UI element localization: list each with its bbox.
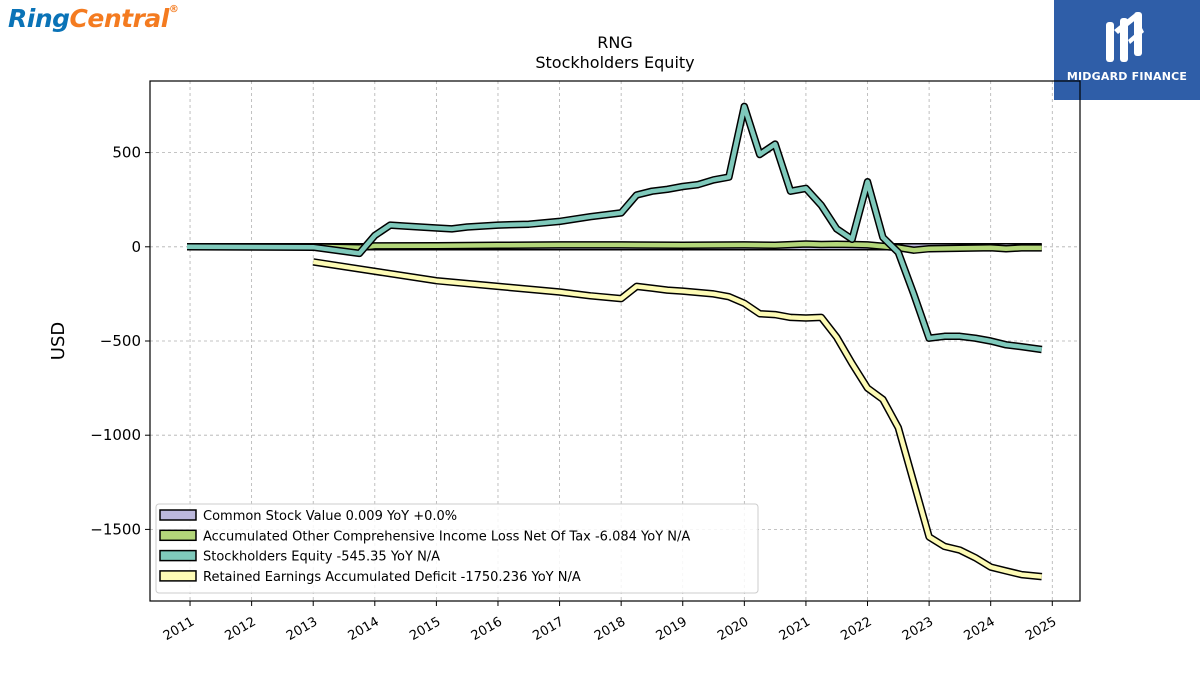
y-axis-ticks: 500 0 −500 −1000 −1500 — [90, 144, 150, 538]
x-tick-label: 2014 — [346, 614, 382, 644]
y-tick-label: −1500 — [90, 520, 141, 538]
x-tick-label: 2019 — [654, 614, 690, 644]
y-tick-label: 0 — [131, 238, 141, 256]
legend-swatch — [159, 529, 197, 542]
series-line — [186, 104, 1043, 352]
midgard-logo-icon — [1106, 12, 1144, 62]
y-axis-label: USD — [48, 322, 69, 360]
legend-box — [155, 503, 759, 594]
y-tick-label: 500 — [112, 144, 141, 162]
series-lines — [186, 102, 1043, 581]
x-tick-label: 2021 — [777, 614, 813, 644]
x-tick-label: 2015 — [407, 614, 443, 644]
legend-swatch — [159, 570, 197, 582]
x-tick-label: 2023 — [900, 614, 936, 644]
chart-title: RNG — [597, 33, 632, 52]
x-tick-label: 2022 — [838, 614, 874, 644]
series-outline — [186, 102, 1043, 354]
x-tick-label: 2024 — [962, 614, 998, 644]
chart-subtitle: Stockholders Equity — [535, 53, 694, 72]
series-line — [187, 241, 1042, 253]
x-tick-label: 2020 — [715, 614, 751, 644]
y-tick-label: −1000 — [90, 426, 141, 444]
x-tick-label: 2012 — [222, 614, 258, 644]
x-tick-label: 2017 — [530, 614, 566, 644]
y-tick-label: −500 — [100, 332, 141, 350]
x-tick-label: 2011 — [161, 614, 197, 644]
legend-label: Common Stock Value 0.009 YoY +0.0% — [203, 509, 457, 524]
midgard-finance-text: MIDGARD FINANCE — [1066, 70, 1188, 83]
legend-label: Accumulated Other Comprehensive Income L… — [203, 529, 690, 544]
series-line — [312, 259, 1043, 579]
midgard-finance-watermark: MIDGARD FINANCE — [1054, 0, 1200, 100]
x-axis-ticks: 2011 2012 2013 2014 2015 2016 2017 2018 2019 2020… — [161, 601, 1059, 644]
legend-label: Stockholders Equity -545.35 YoY N/A — [203, 550, 440, 565]
legend-swatch — [159, 549, 197, 562]
ringcentral-logo: RingCentral® — [8, 4, 179, 33]
legend-swatch — [159, 509, 197, 521]
x-tick-label: 2018 — [592, 614, 628, 644]
legend: Common Stock Value 0.009 YoY +0.0% Accumu… — [155, 503, 759, 594]
x-tick-label: 2025 — [1023, 614, 1059, 644]
x-tick-label: 2013 — [284, 614, 320, 644]
legend-label: Retained Earnings Accumulated Deficit -1… — [203, 570, 581, 585]
x-tick-label: 2016 — [469, 614, 505, 644]
